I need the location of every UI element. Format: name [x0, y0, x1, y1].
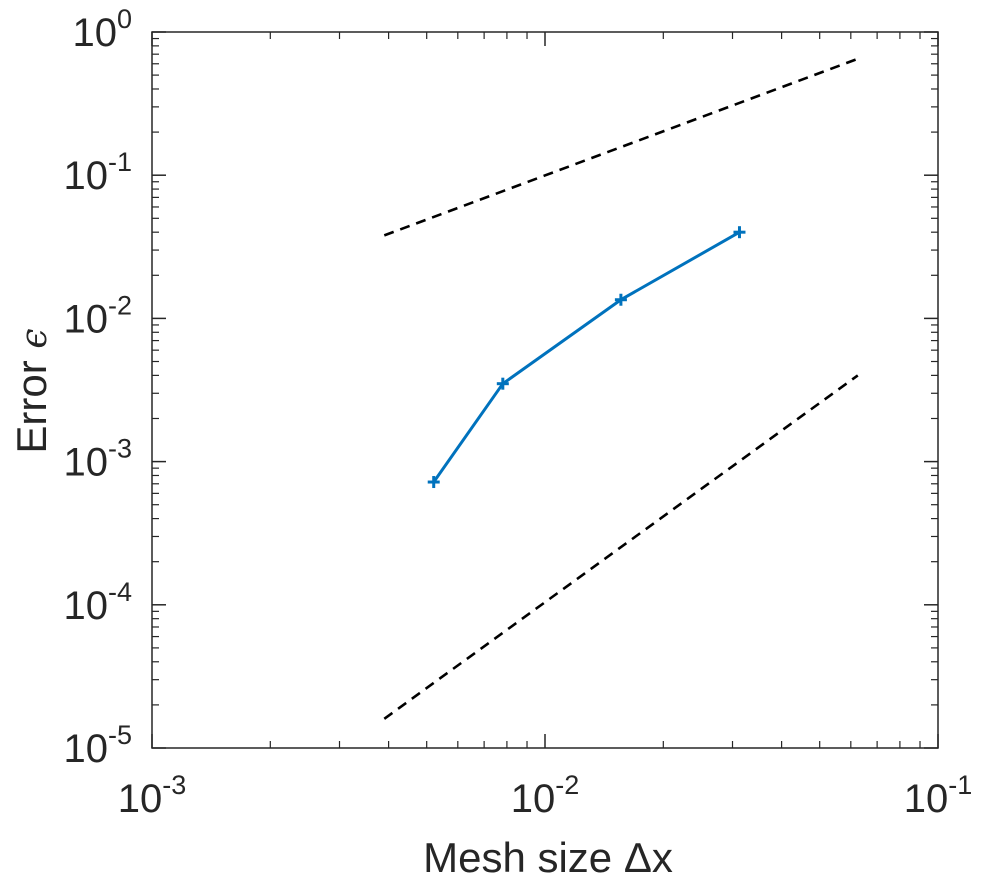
x-tick-label-exponent: -2 — [555, 770, 579, 800]
y-axis-title: Error ϵ — [8, 328, 55, 453]
x-tick-label-base: 10 — [904, 777, 949, 821]
x-axis-title: Mesh size Δx — [423, 834, 673, 881]
data-point-marker — [496, 377, 509, 390]
x-axis-title-symbol: Δx — [624, 834, 673, 881]
y-tick-label: 100 — [72, 4, 132, 55]
data-point-marker — [733, 226, 746, 239]
y-tick-label: 10-3 — [63, 434, 132, 485]
data-point-marker — [427, 476, 440, 489]
x-axis-title-text: Mesh size — [423, 834, 624, 881]
x-tick-label-exponent: -3 — [162, 770, 186, 800]
reference-slope-line-2 — [383, 374, 859, 720]
y-tick-label-base: 10 — [72, 11, 117, 55]
y-tick-label-base: 10 — [63, 584, 108, 628]
y-tick-label: 10-4 — [63, 577, 132, 628]
y-tick-label: 10-1 — [63, 147, 132, 198]
y-tick-label: 10-5 — [63, 720, 132, 771]
y-tick-label-exponent: -3 — [108, 434, 132, 464]
y-tick-label-base: 10 — [63, 727, 108, 771]
major-ticks — [151, 31, 939, 749]
error-series-line — [432, 230, 741, 483]
x-tick-label-base: 10 — [511, 777, 556, 821]
y-tick-label-base: 10 — [63, 297, 108, 341]
y-axis-title-text: Error — [8, 349, 55, 454]
y-axis-title-symbol: ϵ — [14, 328, 55, 348]
y-tick-label-base: 10 — [63, 154, 108, 198]
data-point-marker — [614, 293, 627, 306]
y-tick-label-exponent: -4 — [108, 577, 132, 607]
y-tick-label-base: 10 — [63, 441, 108, 485]
series-layer — [383, 57, 859, 720]
x-tick-label-base: 10 — [118, 777, 163, 821]
x-tick-label: 10-1 — [904, 770, 973, 821]
y-tick-label-exponent: -2 — [108, 290, 132, 320]
x-tick-label: 10-3 — [118, 770, 187, 821]
y-tick-label: 10-2 — [63, 290, 132, 341]
minor-ticks — [152, 32, 938, 748]
y-tick-label-exponent: -1 — [108, 147, 132, 177]
y-tick-label-exponent: 0 — [117, 4, 132, 34]
x-tick-labels: 10-3 10-2 10-1 — [118, 770, 973, 821]
y-tick-label-exponent: -5 — [108, 720, 132, 750]
x-tick-label: 10-2 — [511, 770, 580, 821]
x-tick-label-exponent: -1 — [948, 770, 972, 800]
